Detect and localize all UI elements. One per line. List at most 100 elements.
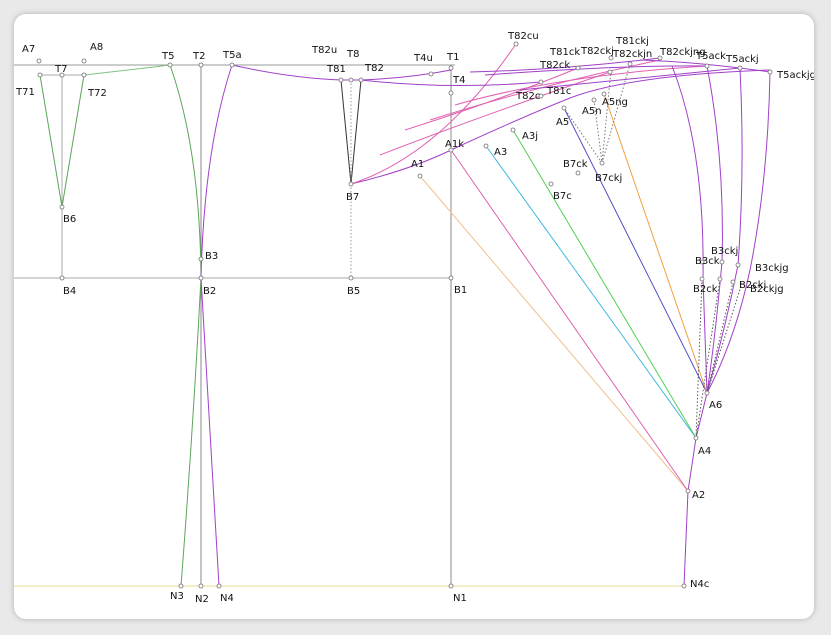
point-a1k [448,147,454,153]
shoulder-purple-2 [469,57,661,73]
label-t5a: T5a [222,50,242,61]
armhole-curve-pink [350,43,517,185]
green-side-seam [169,64,202,587]
label-t7: T7 [54,64,67,75]
label-t82u: T82u [311,45,337,56]
label-t2: T2 [192,51,205,62]
label-b5: B5 [347,286,360,297]
canvas-card: A7 A8 T7 T71 T72 T5 T2 T5a T82u T8 T81 T… [14,14,814,619]
point-t81ckj [608,55,614,61]
label-t81ck: T81ck [549,47,580,58]
label-t5ackj: T5ackj [725,54,759,65]
label-t71: T71 [15,87,35,98]
b7ck-a5ng [601,69,612,164]
neck-curve-pink-1 [404,67,579,131]
point-a6 [704,390,710,396]
point-b3ck [699,259,705,265]
label-b2ckjg: B2ckjg [750,284,784,295]
point-t82ckj [607,69,613,75]
a5ng-a6-line [603,93,708,394]
point-labels: A7 A8 T7 T71 T72 T5 T2 T5a T82u T8 T81 T… [15,31,814,605]
point-t5ack [704,63,710,69]
point-t82ck [538,79,544,85]
point-t82ckjng [657,55,663,61]
seam-curve-2 [706,65,723,394]
t5ack-curve [639,59,771,73]
point-t5 [167,62,173,68]
dotted-fan [695,278,743,439]
label-t82c: T82c [515,91,540,102]
label-t82ck: T82ck [539,60,570,71]
shoulder-purple-1 [360,79,542,87]
a5-a6-line [563,107,708,394]
a5n-b7ck [593,99,603,164]
label-t82ckjn: T82ckjn [612,49,652,60]
label-t5ackjg: T5ackjg [776,70,814,81]
back-dart [39,64,171,208]
label-t81c: T81c [546,86,571,97]
point-t2 [198,62,204,68]
point-n1 [448,583,454,589]
label-b2ck: B2ck [693,284,718,295]
side-seams [169,64,233,587]
label-t8: T8 [346,49,359,60]
label-a3: A3 [494,147,507,158]
point-t71 [37,72,43,78]
point-t81ck [575,65,581,71]
point-n4c [681,583,687,589]
label-a5ng: A5ng [602,97,628,108]
point-b7 [348,181,354,187]
label-b7ck: B7ck [563,159,588,170]
label-n3: N3 [170,591,184,602]
point-b2 [198,275,204,281]
label-t82ckj: T82ckj [580,46,614,57]
construction-lines [14,64,684,587]
point-t4 [448,90,454,96]
label-t81: T81 [326,64,346,75]
radial-lines [419,63,708,492]
a3j-a4-line [512,129,697,439]
point-b5 [348,275,354,281]
label-b7: B7 [346,192,359,203]
label-a7: A7 [22,44,35,55]
armhole-curve-main [350,69,771,185]
label-a1: A1 [411,159,424,170]
label-a2: A2 [692,490,705,501]
label-a8: A8 [90,42,103,53]
label-b4: B4 [63,286,76,297]
point-n4 [216,583,222,589]
point-b2ck [699,276,705,282]
point-b7c [548,181,554,187]
point-t82ckjn [627,61,633,67]
label-t4: T4 [452,75,465,86]
label-t5ack: T5ack [695,51,726,62]
point-b7ckj [599,160,605,166]
point-t72 [81,72,87,78]
label-t5: T5 [161,51,174,62]
point-b3 [198,256,204,262]
label-a3j: A3j [522,131,538,142]
label-a5n: A5n [582,106,602,117]
point-t8 [348,77,354,83]
label-t82cu: T82cu [507,31,539,42]
point-b7ck [575,170,581,176]
point-b4 [59,275,65,281]
label-a5: A5 [556,117,569,128]
point-b3ckj [719,259,725,265]
point-t81c [538,93,544,99]
point-b1 [448,275,454,281]
label-n1: N1 [453,593,467,604]
point-a5n [591,97,597,103]
points [36,41,773,589]
label-b3ck: B3ck [695,256,720,267]
point-a8 [81,58,87,64]
point-t1 [448,65,454,71]
label-n4: N4 [220,593,234,604]
label-t1: T1 [446,52,459,63]
point-a3 [483,143,489,149]
label-t72: T72 [87,88,107,99]
label-t82: T82 [364,63,384,74]
shoulder-purple-3 [519,67,741,91]
point-a5 [561,105,567,111]
point-a5ng [601,91,607,97]
